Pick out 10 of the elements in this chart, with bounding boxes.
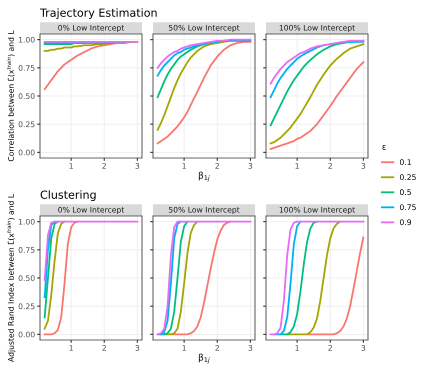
- chart-title: Trajectory Estimation: [40, 8, 157, 19]
- line-series: [44, 220, 56, 298]
- line-series: [44, 220, 66, 330]
- line-series: [44, 220, 59, 318]
- legend-title: ε: [382, 145, 386, 150]
- x-axis-title: β$_{1j}$: [198, 354, 210, 364]
- chart-title: Clustering: [40, 190, 96, 201]
- x-axis-title: β$_{1j}$: [198, 172, 210, 182]
- line-series: [44, 220, 79, 336]
- line-series: [44, 220, 138, 282]
